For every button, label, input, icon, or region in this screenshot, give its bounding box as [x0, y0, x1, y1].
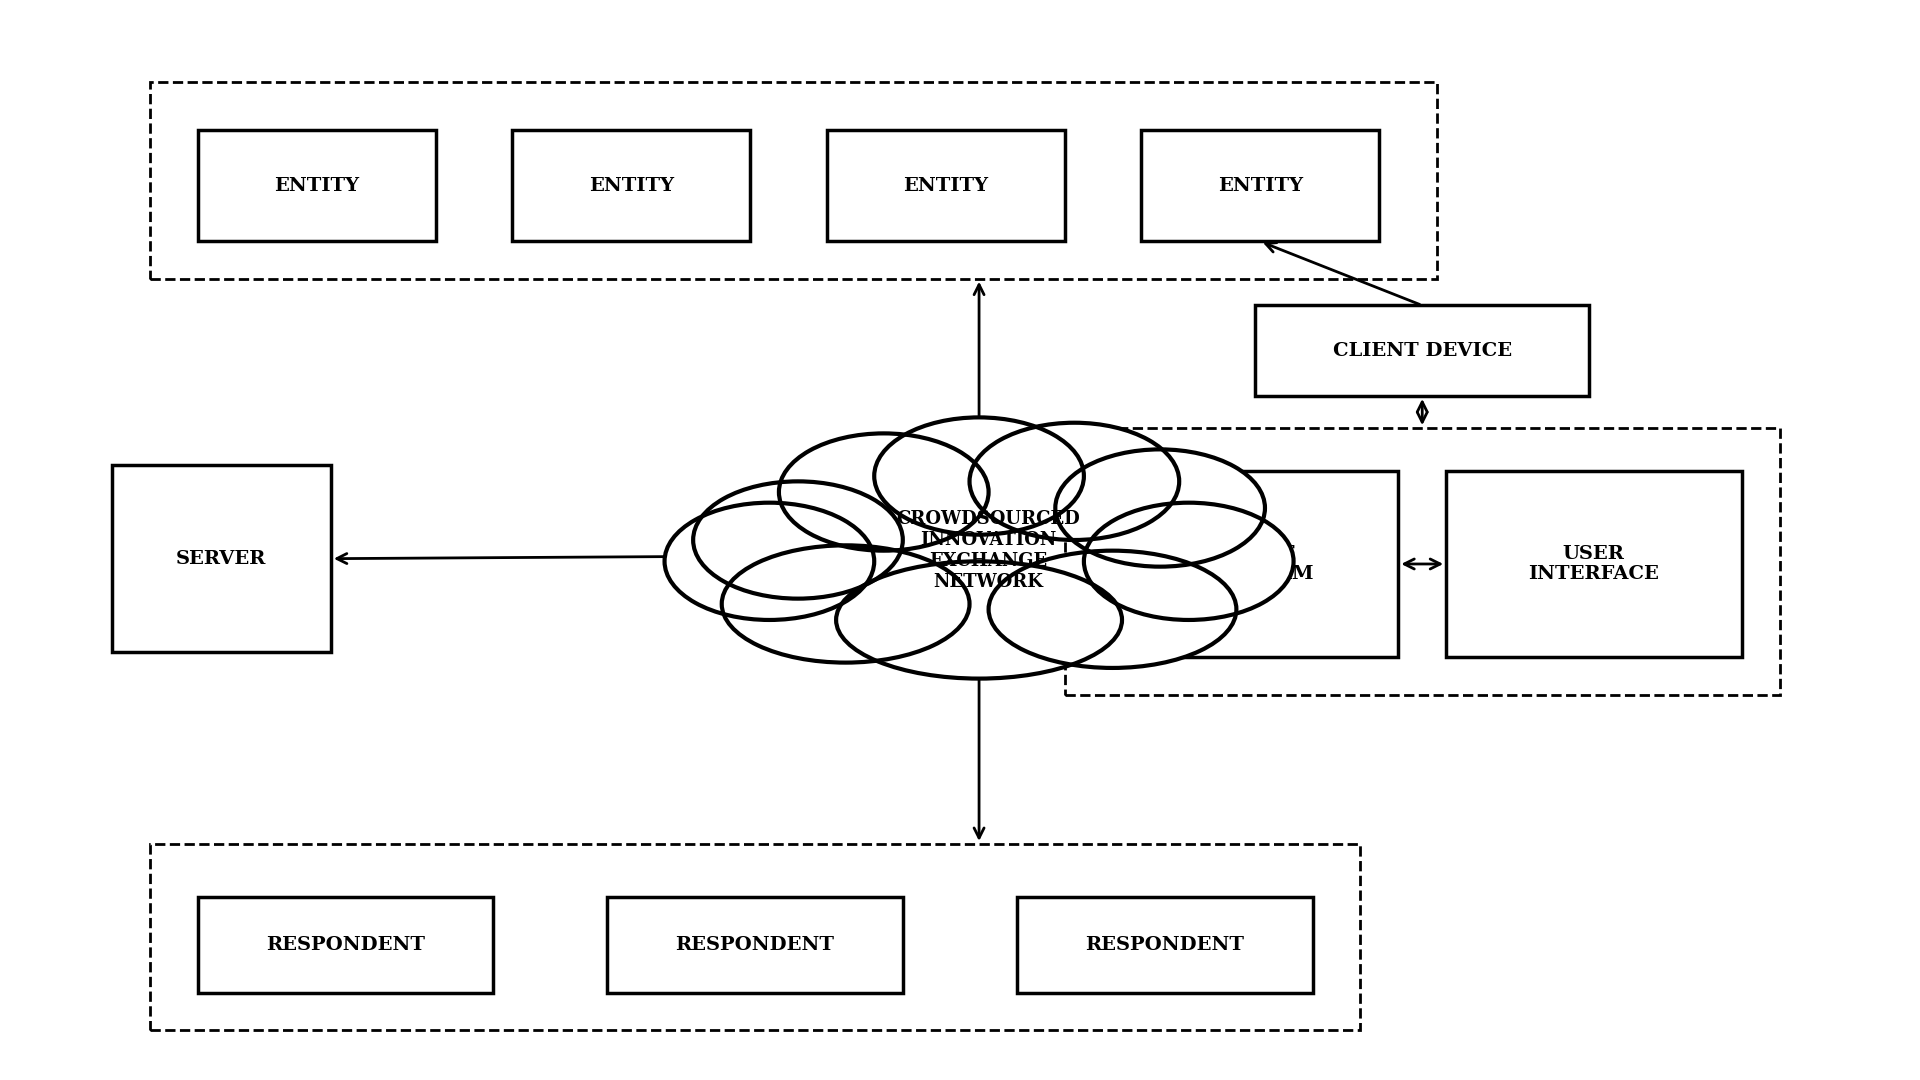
FancyBboxPatch shape [513, 130, 751, 242]
Ellipse shape [970, 422, 1179, 540]
FancyBboxPatch shape [1256, 306, 1590, 396]
Text: ENTITY: ENTITY [1217, 176, 1304, 194]
Ellipse shape [722, 545, 970, 663]
Text: USER
INTERFACE: USER INTERFACE [1528, 544, 1659, 583]
FancyBboxPatch shape [198, 130, 436, 242]
Ellipse shape [989, 551, 1236, 667]
FancyBboxPatch shape [1140, 130, 1379, 242]
Text: RESPONDENT: RESPONDENT [676, 936, 835, 954]
Ellipse shape [664, 502, 874, 620]
Text: CLIENT DEVICE: CLIENT DEVICE [1332, 341, 1511, 360]
FancyBboxPatch shape [1018, 897, 1313, 994]
Ellipse shape [693, 482, 902, 598]
Text: RESPONDENT: RESPONDENT [1085, 936, 1244, 954]
FancyBboxPatch shape [1102, 471, 1398, 658]
Text: ENTITY: ENTITY [902, 176, 989, 194]
Ellipse shape [780, 433, 989, 551]
Ellipse shape [1085, 502, 1294, 620]
Ellipse shape [874, 417, 1085, 535]
Ellipse shape [835, 562, 1121, 678]
Text: SERVER: SERVER [177, 550, 267, 568]
Text: CROWDSOURCED
INNOVATION
EXCHANGE
NETWORK: CROWDSOURCED INNOVATION EXCHANGE NETWORK [897, 511, 1081, 591]
Text: RESPONDENT: RESPONDENT [265, 936, 424, 954]
Text: ENTITY: ENTITY [589, 176, 674, 194]
Text: ONLINE
PLATFORM: ONLINE PLATFORM [1188, 544, 1313, 583]
FancyBboxPatch shape [607, 897, 902, 994]
Text: ENTITY: ENTITY [275, 176, 359, 194]
FancyBboxPatch shape [828, 130, 1066, 242]
FancyBboxPatch shape [1446, 471, 1741, 658]
Ellipse shape [1056, 449, 1265, 567]
FancyBboxPatch shape [111, 465, 330, 652]
FancyBboxPatch shape [198, 897, 493, 994]
